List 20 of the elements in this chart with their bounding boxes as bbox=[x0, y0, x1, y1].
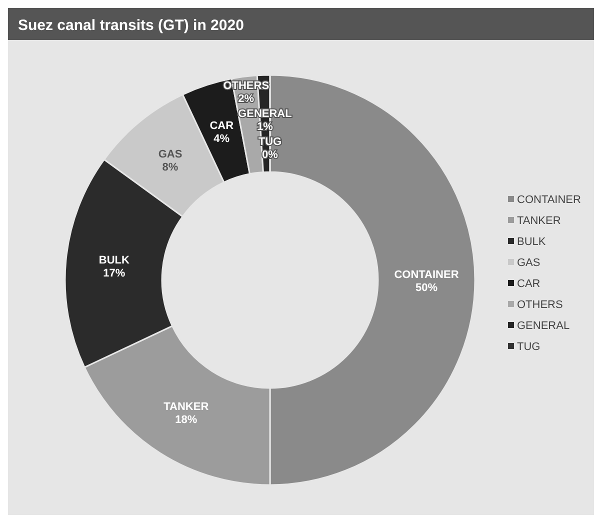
data-label: 8% bbox=[162, 161, 178, 174]
legend-label: OTHERS bbox=[517, 299, 563, 311]
legend-label: BULK bbox=[517, 236, 546, 248]
legend-label: GENERAL bbox=[517, 320, 570, 332]
data-label: 18% bbox=[175, 414, 198, 426]
slice-label: TANKER bbox=[164, 401, 209, 414]
slice-label: CONTAINER bbox=[394, 269, 459, 281]
data-label: 17% bbox=[103, 267, 126, 280]
legend-label: CAR bbox=[517, 278, 540, 290]
legend-label: TUG bbox=[517, 341, 540, 353]
data-label: 4% bbox=[214, 133, 230, 146]
legend-label: TANKER bbox=[517, 215, 561, 227]
slice-label: GAS bbox=[158, 148, 182, 160]
data-label: 2% bbox=[238, 93, 254, 105]
slice-label: BULK bbox=[98, 254, 130, 266]
slice-label: CAR bbox=[210, 120, 234, 132]
legend-label: GAS bbox=[517, 257, 540, 269]
legend-label: CONTAINER bbox=[517, 194, 582, 206]
chart-title: Suez canal transits (GT) in 2020 bbox=[18, 17, 244, 34]
data-label: 50% bbox=[415, 282, 438, 294]
